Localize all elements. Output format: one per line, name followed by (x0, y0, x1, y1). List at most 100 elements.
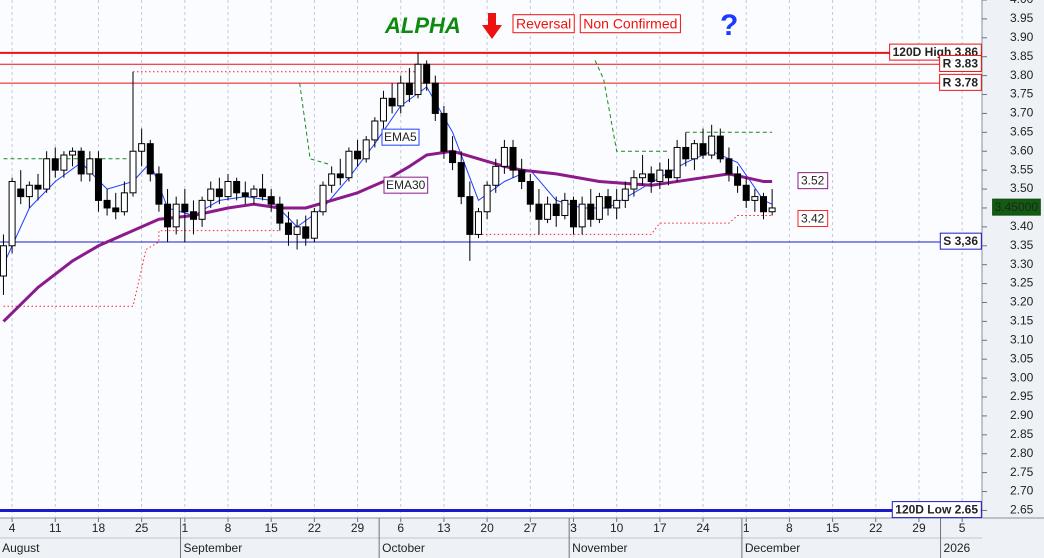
candle-body (673, 146, 681, 179)
candle-body (535, 203, 543, 220)
candle-body (267, 196, 275, 205)
candle-body (354, 150, 362, 160)
y-tick-label: 3.55 (1010, 162, 1034, 176)
y-tick-label: 2.85 (1010, 427, 1034, 441)
candle-body (336, 173, 344, 179)
x-tick-label: 29 (912, 521, 926, 535)
level-label: S 3,36 (943, 234, 978, 248)
candle-body (483, 184, 491, 213)
candle-body (449, 150, 457, 164)
candle-body (716, 135, 724, 160)
y-tick-label: 3.20 (1010, 295, 1034, 309)
candle-body (371, 120, 379, 141)
candle-body (682, 146, 690, 160)
stop-line (594, 60, 669, 152)
header-badge-group: Reversal (512, 14, 575, 34)
y-tick-label: 3.70 (1010, 106, 1034, 120)
y-tick-label: 3.80 (1010, 68, 1034, 82)
candle-body (699, 143, 707, 156)
candle-body (172, 203, 180, 228)
candle-body (241, 192, 249, 198)
candle-body (518, 169, 526, 182)
candle-body (604, 196, 612, 209)
price-label-group: 3.42 (797, 209, 829, 227)
x-tick-label: 17 (653, 521, 667, 535)
candle-body (0, 245, 7, 277)
x-tick-label: 13 (437, 521, 451, 535)
candle-body (734, 173, 742, 186)
candle-body (164, 203, 172, 228)
candle-body (181, 203, 189, 213)
price-label: 3.52 (801, 174, 825, 188)
candle-body (60, 154, 68, 171)
level-label-group: R 3.83 (939, 54, 982, 72)
candle-body (43, 158, 51, 190)
y-tick-label: 4.00 (1010, 0, 1034, 6)
y-tick-label: 3.50 (1010, 181, 1034, 195)
x-tick-label: 29 (351, 521, 365, 535)
candle-body (492, 165, 500, 186)
candle-body (233, 180, 241, 194)
candle-body (552, 203, 560, 217)
header-badge-box (512, 14, 575, 34)
candle-body (621, 188, 629, 201)
candle-body (207, 188, 215, 201)
candle-body (328, 173, 336, 186)
level-label: R 3.78 (943, 75, 979, 89)
candle-body (431, 82, 439, 114)
candle-body (25, 184, 33, 198)
candle-body (146, 143, 154, 175)
candle-body (77, 150, 85, 175)
candle-body (457, 162, 465, 198)
x-tick-label: 1 (743, 521, 750, 535)
candle-body (293, 226, 301, 235)
ema-label: EMA30 (386, 178, 426, 192)
x-tick-label: 24 (696, 521, 710, 535)
y-tick-label: 3.05 (1010, 351, 1034, 365)
candle-body (388, 97, 396, 107)
candle-body (526, 180, 534, 205)
candle-body (500, 146, 508, 167)
y-tick-label: 3.35 (1010, 238, 1034, 252)
candle-body (302, 226, 310, 239)
header-badge: Reversal (516, 16, 571, 32)
y-tick-label: 3.60 (1010, 143, 1034, 157)
header-badge: Non Confirmed (583, 16, 677, 32)
plot-background (0, 0, 982, 518)
candle-body (613, 199, 621, 209)
y-tick-label: 2.90 (1010, 408, 1034, 422)
x-tick-label: 8 (225, 521, 232, 535)
y-tick-label: 3.25 (1010, 276, 1034, 290)
candle-body (362, 139, 370, 160)
candle-body (595, 196, 603, 220)
x-tick-label: 3 (570, 521, 577, 535)
candle-body (414, 63, 422, 96)
month-label: December (745, 541, 800, 555)
candle-body (759, 196, 767, 213)
candle-body (423, 63, 431, 84)
month-label: September (184, 541, 243, 555)
level-label-box (939, 73, 982, 91)
candle-body (319, 184, 327, 213)
candle-body (630, 177, 638, 190)
candle-body (405, 82, 413, 96)
candle-body (751, 196, 759, 201)
header-question: ? (720, 9, 738, 42)
y-tick-label: 3.40 (1010, 219, 1034, 233)
candle-body (103, 199, 111, 209)
ema-label-group: EMA30 (383, 176, 429, 194)
x-tick-label: 22 (308, 521, 322, 535)
candle-body (129, 150, 137, 194)
level-label-box (891, 501, 982, 519)
ema-label-box (383, 176, 429, 194)
candle-body (259, 188, 267, 198)
header-badge-group: Non Confirmed (579, 14, 681, 34)
y-tick-label: 2.80 (1010, 446, 1034, 460)
ema-label: EMA5 (384, 130, 417, 144)
candle-body (509, 146, 517, 171)
y-tick-label: 2.70 (1010, 484, 1034, 498)
level-label-box (939, 232, 982, 250)
